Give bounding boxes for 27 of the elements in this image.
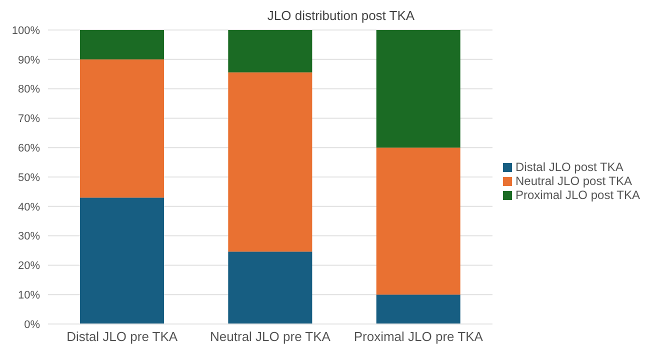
x-tick-label: Distal JLO pre TKA <box>66 329 178 344</box>
bar <box>376 294 460 324</box>
bar <box>80 198 164 324</box>
x-tick-label: Neutral JLO pre TKA <box>210 329 331 344</box>
y-tick-label: 70% <box>18 113 40 126</box>
x-tick-label: Proximal JLO pre TKA <box>354 329 484 344</box>
y-tick-label: 60% <box>18 142 40 155</box>
y-tick-label: 50% <box>18 172 40 184</box>
y-tick-label: 30% <box>18 230 40 243</box>
legend-label: Distal JLO post TKA <box>516 160 624 174</box>
bar <box>376 30 460 148</box>
chart-title: JLO distribution post TKA <box>266 8 416 23</box>
y-tick-label: 0% <box>24 318 40 331</box>
bar <box>376 148 460 295</box>
bar <box>80 59 164 198</box>
bar <box>80 30 164 60</box>
y-tick-label: 10% <box>18 290 40 302</box>
legend-label: Proximal JLO post TKA <box>516 188 640 202</box>
bar <box>228 252 312 324</box>
y-tick-label: 80% <box>18 84 40 96</box>
y-tick-label: 40% <box>18 201 40 214</box>
y-tick-label: 20% <box>18 260 40 272</box>
y-tick-label: 90% <box>18 54 40 66</box>
legend-label: Neutral JLO post TKA <box>516 174 632 188</box>
bar <box>228 72 312 252</box>
bar <box>228 30 312 72</box>
y-tick-label: 100% <box>12 24 40 37</box>
